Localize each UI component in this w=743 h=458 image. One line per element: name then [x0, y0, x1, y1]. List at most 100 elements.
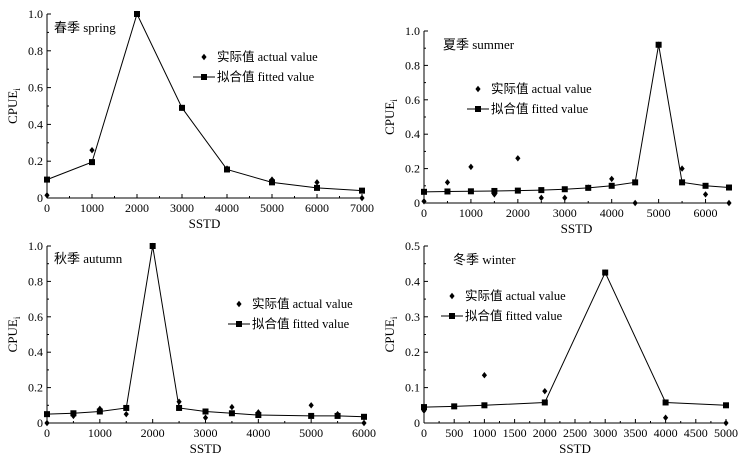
fitted-point: [44, 176, 50, 183]
actual-point: [726, 199, 732, 207]
x-tick-label: 6000: [352, 426, 376, 440]
y-tick-label: 0: [414, 416, 420, 430]
actual-point: [632, 199, 638, 207]
y-tick-label: 1.0: [28, 239, 43, 253]
fitted-point: [608, 182, 615, 189]
x-tick-label: 2000: [125, 201, 149, 215]
legend: 实际值 actual value 拟合值 fitted value: [441, 288, 566, 323]
fitted-point: [491, 187, 498, 194]
legend-fitted-label: 拟合值 fitted value: [252, 316, 350, 331]
y-tick-label: 0.2: [28, 154, 43, 168]
actual-point: [609, 175, 615, 183]
fitted-point: [89, 159, 95, 166]
x-tick-label: 1000: [472, 426, 496, 440]
actual-point: [723, 419, 729, 427]
fitted-point: [538, 187, 545, 194]
x-tick-label: 4500: [684, 426, 708, 440]
actual-point: [44, 419, 50, 427]
fitted-point: [679, 179, 686, 186]
panel-title: 春季 spring: [54, 20, 116, 35]
y-tick-label: 0: [37, 416, 43, 430]
x-tick-label: 4000: [654, 426, 678, 440]
actual-point: [515, 155, 521, 162]
legend: 实际值 actual value 拟合值 fitted value: [228, 296, 353, 331]
x-tick-label: 6000: [305, 201, 329, 215]
y-tick-label: 0.5: [405, 239, 420, 253]
actual-point: [361, 419, 367, 427]
x-tick-label: 4000: [600, 206, 624, 220]
x-tick-label: 4000: [215, 201, 239, 215]
fitted-point: [228, 410, 235, 417]
fitted-point: [467, 188, 474, 195]
x-tick-label: 3000: [170, 201, 194, 215]
legend-fitted-marker: [475, 106, 481, 112]
y-tick-label: 0.6: [405, 93, 420, 107]
x-tick-label: 0: [44, 426, 50, 440]
fitted-point: [702, 182, 709, 189]
fitted-point: [541, 399, 548, 406]
y-tick-label: 0.2: [28, 381, 43, 395]
x-tick-label: 2000: [533, 426, 557, 440]
actual-point: [538, 194, 544, 202]
actual-point: [123, 410, 129, 418]
fitted-line: [46, 12, 363, 192]
x-tick-label: 2000: [141, 426, 165, 440]
x-tick-label: 6000: [694, 206, 718, 220]
chart-panel-4: 0 500 1000 1500 2000 2500 3000 3500 4000 4500 5000…: [382, 239, 738, 456]
fitted-point: [149, 243, 156, 249]
actual-point: [359, 194, 365, 202]
fitted-point: [514, 187, 521, 194]
x-tick-label: 3000: [593, 426, 617, 440]
legend-actual-marker: [236, 300, 242, 308]
fitted-point: [255, 412, 262, 419]
legend-fitted-marker: [201, 74, 207, 80]
y-tick-label: 0.8: [405, 58, 420, 72]
fitted-point: [444, 188, 451, 195]
legend-fitted-label: 拟合值 fitted value: [217, 69, 315, 84]
y-tick-label: 0.6: [28, 81, 43, 95]
x-tick-label: 1000: [80, 201, 104, 215]
legend: 实际值 actual value 拟合值 fitted value: [193, 49, 318, 84]
y-axis-label: CPUEi: [5, 316, 22, 352]
y-axis-label-subscript: i: [12, 88, 22, 91]
legend-actual-label: 实际值 actual value: [491, 81, 592, 96]
fitted-point: [726, 184, 732, 191]
x-tick-label: 500: [445, 426, 463, 440]
actual-point: [314, 179, 320, 186]
x-tick-label: 1000: [88, 426, 112, 440]
actual-point: [444, 179, 451, 186]
y-tick-label: 0: [37, 191, 43, 205]
chart-panel-2: 0 1000 2000 3000 4000 5000 6000 0 0.2 0.4 0.6 0.8 1.…: [382, 24, 732, 236]
x-tick-label: 1000: [459, 206, 483, 220]
series-fitted: [44, 11, 365, 194]
fitted-line: [46, 245, 365, 418]
fitted-point: [176, 404, 183, 411]
fitted-point: [561, 186, 568, 193]
series-fitted: [421, 269, 729, 411]
actual-point: [491, 191, 497, 198]
fitted-point: [44, 411, 50, 418]
x-tick-label: 3000: [194, 426, 218, 440]
y-tick-label: 0.4: [405, 274, 420, 288]
y-axis-label-main: CPUE: [5, 319, 20, 352]
y-axis-label-subscript: i: [389, 316, 399, 319]
fitted-point: [179, 104, 185, 111]
fitted-point: [123, 404, 130, 411]
series-fitted: [44, 243, 367, 420]
x-tick-label: 5000: [260, 201, 284, 215]
y-tick-label: 0.4: [405, 127, 420, 141]
x-axis-label: SSTD: [190, 441, 222, 456]
actual-point: [229, 403, 235, 411]
y-tick-label: 0.8: [28, 44, 43, 58]
fitted-point: [602, 269, 609, 276]
fitted-point: [481, 402, 488, 409]
y-axis-label: CPUEi: [382, 99, 399, 135]
y-tick-label: 0.2: [405, 345, 420, 359]
y-axis-label-subscript: i: [12, 316, 22, 319]
fitted-point: [421, 404, 427, 411]
legend-actual-label: 实际值 actual value: [217, 49, 318, 64]
x-tick-label: 0: [421, 206, 427, 220]
fitted-point: [451, 403, 458, 410]
series-actual: [44, 10, 365, 202]
